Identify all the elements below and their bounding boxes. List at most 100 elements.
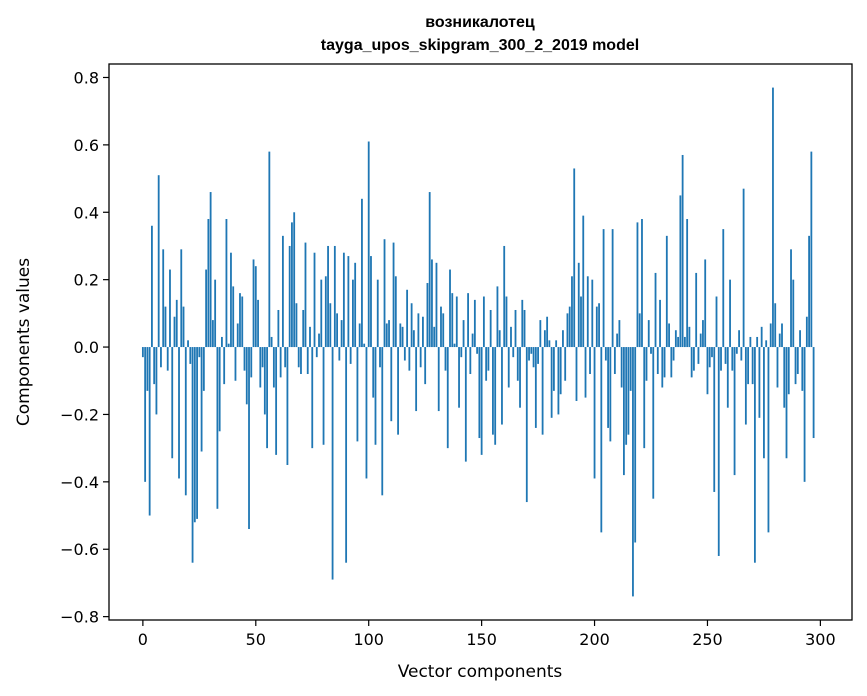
bar	[293, 212, 296, 348]
bar	[785, 347, 788, 459]
bar	[654, 272, 657, 348]
bar	[394, 276, 397, 348]
chart-subtitle: tayga_upos_skipgram_300_2_2019 model	[321, 37, 639, 54]
bar	[512, 347, 515, 358]
bar	[650, 347, 652, 354]
bar	[738, 330, 740, 348]
bar	[805, 316, 808, 348]
bar	[555, 340, 558, 348]
bar	[397, 347, 399, 435]
bar	[496, 286, 499, 348]
bar	[523, 309, 526, 348]
bar	[749, 336, 752, 348]
bar	[318, 333, 320, 348]
bar	[557, 347, 560, 415]
bar	[507, 347, 510, 388]
bar	[744, 347, 747, 425]
bar	[431, 259, 433, 348]
bar	[550, 347, 553, 418]
bar	[383, 239, 386, 348]
bar	[259, 347, 262, 388]
bar	[221, 336, 223, 348]
bar	[794, 347, 797, 385]
bar	[781, 323, 783, 348]
bar	[593, 347, 596, 479]
bar	[417, 313, 420, 348]
bar	[663, 347, 666, 378]
bar	[164, 306, 167, 348]
bar	[598, 303, 600, 348]
bar	[686, 219, 689, 348]
bar	[324, 276, 327, 348]
bar	[361, 198, 363, 348]
bar	[207, 219, 210, 348]
y-tick-label: 0.2	[74, 271, 99, 290]
plot-area-frame	[108, 63, 853, 621]
bar	[552, 347, 555, 391]
bar	[453, 343, 456, 348]
bar	[742, 188, 745, 348]
bar	[148, 347, 151, 516]
bar	[162, 249, 165, 348]
bar	[693, 347, 695, 371]
bar	[478, 347, 481, 439]
bar	[609, 347, 612, 442]
bar	[799, 330, 801, 348]
bar	[327, 245, 329, 348]
bar	[433, 326, 436, 348]
bar	[455, 296, 458, 348]
bar	[232, 286, 235, 348]
bar	[313, 252, 316, 348]
bar	[333, 245, 336, 348]
y-tick-label: 0.6	[74, 136, 99, 155]
bar	[724, 347, 727, 364]
y-tick-label: −0.6	[60, 540, 99, 559]
bar	[331, 347, 334, 580]
bar	[514, 309, 517, 348]
bar	[753, 347, 756, 563]
bar	[634, 347, 637, 543]
bar	[731, 347, 734, 371]
bar	[205, 269, 208, 348]
x-tick-label: 50	[246, 630, 266, 649]
bar	[462, 320, 465, 348]
bar	[146, 347, 149, 391]
bar	[702, 320, 704, 348]
bar	[241, 296, 244, 348]
bar	[580, 296, 582, 348]
bar	[758, 347, 761, 418]
bar	[586, 276, 589, 348]
bar	[302, 309, 305, 348]
bar	[543, 330, 546, 348]
bar	[191, 347, 194, 563]
bar	[602, 229, 605, 348]
bar	[257, 299, 259, 348]
bar	[399, 323, 402, 348]
bar	[250, 347, 253, 378]
bar	[629, 347, 632, 391]
bar	[155, 347, 158, 415]
bar	[469, 347, 472, 375]
bar	[530, 347, 533, 354]
bar-series	[141, 87, 815, 597]
bar	[632, 347, 634, 597]
bar	[740, 347, 743, 361]
bar	[415, 347, 418, 412]
bar	[674, 330, 677, 348]
bar	[187, 340, 189, 348]
bar	[363, 343, 366, 348]
bar	[381, 347, 384, 496]
bar	[428, 192, 431, 348]
bar	[672, 347, 675, 361]
bar	[385, 323, 388, 348]
bar	[309, 326, 311, 348]
bar	[803, 347, 806, 482]
bar	[175, 299, 178, 348]
bar	[683, 336, 686, 348]
bar	[537, 347, 539, 364]
x-axis-label: Vector components	[398, 662, 563, 682]
bar	[636, 222, 639, 348]
bar	[227, 343, 230, 348]
bar	[464, 347, 467, 462]
bar	[345, 347, 348, 563]
